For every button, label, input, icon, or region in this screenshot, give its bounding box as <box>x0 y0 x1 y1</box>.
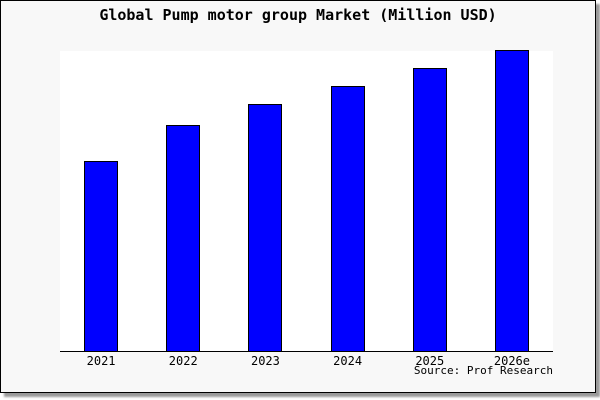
x-tick-label-2022: 2022 <box>168 354 198 368</box>
chart-panel: Global Pump motor group Market (Million … <box>0 0 596 393</box>
x-tick-label-2023: 2023 <box>250 354 280 368</box>
chart-title: Global Pump motor group Market (Million … <box>99 6 497 24</box>
plot-area <box>60 50 553 352</box>
bar-2023 <box>248 104 283 351</box>
x-tick-label-2026e: 2026e <box>493 354 530 368</box>
bar-column-2022 <box>142 51 224 351</box>
bar-2026e <box>494 50 529 351</box>
x-tick-label-2025: 2025 <box>415 354 445 368</box>
x-tick-label-2021: 2021 <box>86 354 116 368</box>
bar-2022 <box>166 125 201 351</box>
bar-column-2023 <box>224 51 306 351</box>
bar-column-2024 <box>307 51 389 351</box>
x-tick-label-2024: 2024 <box>333 354 363 368</box>
source-note: Source: Prof Research <box>413 364 553 377</box>
bar-column-2025 <box>389 51 471 351</box>
bar-2021 <box>84 161 119 351</box>
bar-column-2021 <box>60 51 142 351</box>
x-axis-labels: 2021 2022 2023 2024 2025 2026e <box>60 354 553 368</box>
bars-container <box>60 50 553 351</box>
bar-column-2026e <box>471 50 553 351</box>
bar-2024 <box>330 86 365 351</box>
bar-2025 <box>412 68 447 351</box>
